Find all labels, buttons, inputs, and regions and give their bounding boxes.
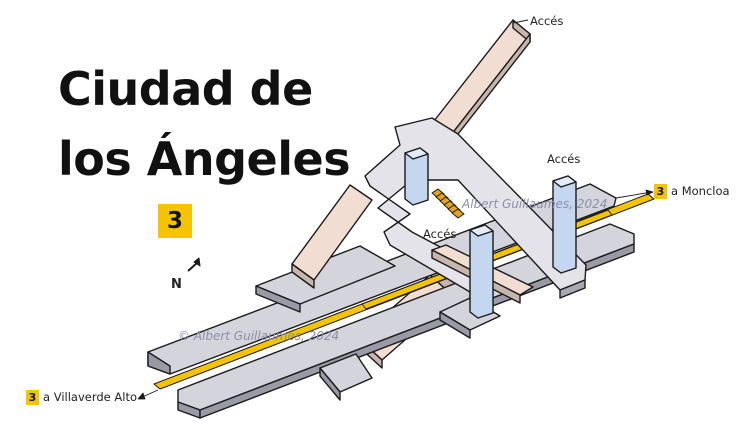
track-line-3: [153, 193, 655, 390]
access-label-centre: Accés: [423, 227, 457, 241]
station-title-line-2: los Ángeles: [58, 132, 351, 186]
line-3-badge: 3: [158, 204, 192, 238]
station-title-line-1: Ciudad de: [58, 62, 313, 116]
escalator: [431, 188, 465, 219]
north-arrow-icon: [187, 257, 201, 272]
passage-west: [291, 184, 373, 289]
access-pointers: [137, 19, 654, 400]
watermark-upper: Albert Guillaumes, 2024: [462, 197, 608, 211]
watermark-lower: © Albert Guillaumes, 2024: [178, 329, 340, 343]
north-label: N: [171, 277, 182, 292]
elevator-shafts: [404, 147, 577, 319]
destination-villaverde: a Villaverde Alto: [43, 390, 137, 404]
access-label-north: Accés: [530, 14, 564, 28]
passage-north: [433, 19, 531, 144]
access-label-east: Accés: [547, 152, 581, 166]
moncloa-line-badge: 3: [654, 184, 667, 199]
villaverde-line-badge: 3: [26, 390, 39, 405]
destination-moncloa: a Moncloa: [671, 184, 730, 198]
